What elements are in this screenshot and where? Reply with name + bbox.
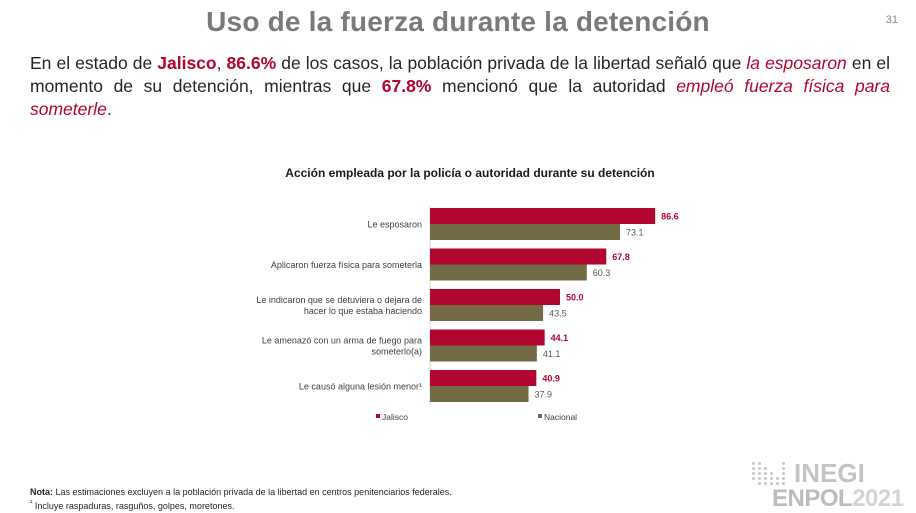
- legend-swatch-jalisco: [376, 414, 380, 418]
- logo-dot: [764, 472, 767, 475]
- bar-jalisco: [430, 370, 537, 386]
- page-title: Uso de la fuerza durante la detención: [206, 6, 710, 37]
- logo-year: 2021: [852, 485, 904, 512]
- footnote-line: ¹ Incluye raspaduras, rasguños, golpes, …: [30, 498, 452, 512]
- logo-dot: [764, 467, 767, 470]
- bar-jalisco: [430, 289, 560, 305]
- lead-text: de los casos, la población privada de la…: [276, 53, 747, 73]
- logo-dot: [752, 472, 755, 475]
- data-label-nacional: 41.1: [543, 349, 561, 359]
- logo-dot: [770, 472, 773, 475]
- footnote-block: Nota: Las estimaciones excluyen a la pob…: [30, 486, 452, 512]
- data-label-jalisco: 50.0: [566, 293, 584, 303]
- note-label: Nota:: [30, 487, 53, 497]
- bar-jalisco: [430, 208, 656, 224]
- lead-paragraph: En el estado de Jalisco, 86.6% de los ca…: [30, 52, 890, 121]
- bar-nacional: [430, 386, 529, 402]
- category-label: Le amenazó con un arma de fuego para: [262, 336, 422, 346]
- footnote-mark: ¹: [30, 500, 33, 507]
- logo-dot: [764, 477, 767, 480]
- lead-text: mencionó que la autoridad: [431, 76, 677, 96]
- bar-jalisco: [430, 329, 545, 346]
- logo-dot: [758, 482, 761, 485]
- data-label-jalisco: 40.9: [542, 374, 560, 384]
- lead-highlight: Jalisco: [157, 53, 217, 73]
- logo-dot: [782, 477, 785, 480]
- inegi-enpol-logo: INEGI ENPOL2021: [752, 458, 904, 513]
- footnote-text: Incluye raspaduras, rasguños, golpes, mo…: [32, 501, 235, 511]
- category-label: Le esposaron: [367, 220, 422, 230]
- page-number: 31: [885, 14, 898, 26]
- logo-dot: [758, 462, 761, 465]
- logo-dot: [776, 477, 779, 480]
- logo-dot: [758, 477, 761, 480]
- logo-dot: [776, 482, 779, 485]
- logo-brand: INEGI: [794, 458, 865, 488]
- lead-text: .: [106, 99, 112, 119]
- data-label-nacional: 37.9: [535, 390, 553, 400]
- logo-dot: [770, 482, 773, 485]
- logo-dot: [758, 472, 761, 475]
- legend-label-jalisco: Jalisco: [382, 412, 408, 422]
- lead-highlight: 86.6%: [226, 53, 277, 73]
- data-label-jalisco: 86.6: [661, 212, 679, 222]
- category-label: Aplicaron fuerza física para someterla: [271, 260, 422, 270]
- logo-dot: [752, 462, 755, 465]
- lead-emphasis: la esposaron: [746, 53, 847, 73]
- logo-dot: [758, 467, 761, 470]
- logo-dot: [782, 482, 785, 485]
- data-label-jalisco: 67.8: [612, 252, 630, 262]
- lead-highlight: 67.8%: [381, 76, 432, 96]
- chart-title: Acción empleada por la policía o autorid…: [285, 166, 655, 180]
- logo-dot: [782, 472, 785, 475]
- category-label: Le causó alguna lesión menor¹: [299, 382, 422, 392]
- logo-dot: [752, 467, 755, 470]
- bar-nacional: [430, 264, 587, 281]
- lead-emphasis: empleó fuerza física para someterle: [30, 76, 890, 119]
- category-label: Le indicaron que se detuviera o dejara d…: [256, 295, 422, 305]
- bar-jalisco: [430, 248, 607, 265]
- data-label-nacional: 73.1: [626, 228, 644, 238]
- legend-swatch-nacional: [538, 414, 542, 418]
- category-label: hacer lo que estaba haciendo: [304, 306, 422, 316]
- lead-text: En el estado de: [30, 53, 158, 73]
- note-line: Nota: Las estimaciones excluyen a la pob…: [30, 486, 452, 498]
- logo-dot: [752, 477, 755, 480]
- legend-label-nacional: Nacional: [544, 412, 577, 422]
- logo-dot: [782, 462, 785, 465]
- lead-text: ,: [216, 53, 227, 73]
- logo-dot: [782, 467, 785, 470]
- data-label-jalisco: 44.1: [551, 333, 569, 343]
- data-label-nacional: 43.5: [549, 309, 567, 319]
- logo-dot: [764, 482, 767, 485]
- category-label: someterlo(a): [371, 347, 422, 357]
- lead-text: en el momento de su detención, mientras …: [30, 53, 890, 96]
- bar-nacional: [430, 224, 621, 240]
- bar-nacional: [430, 305, 544, 321]
- inegi-dots-icon: [752, 462, 790, 485]
- logo-survey-name: ENPOL: [772, 485, 853, 512]
- bar-nacional: [430, 345, 537, 362]
- data-label-nacional: 60.3: [593, 268, 611, 278]
- logo-dot: [770, 477, 773, 480]
- note-text: Las estimaciones excluyen a la población…: [53, 487, 452, 497]
- logo-survey: ENPOL2021: [772, 485, 904, 513]
